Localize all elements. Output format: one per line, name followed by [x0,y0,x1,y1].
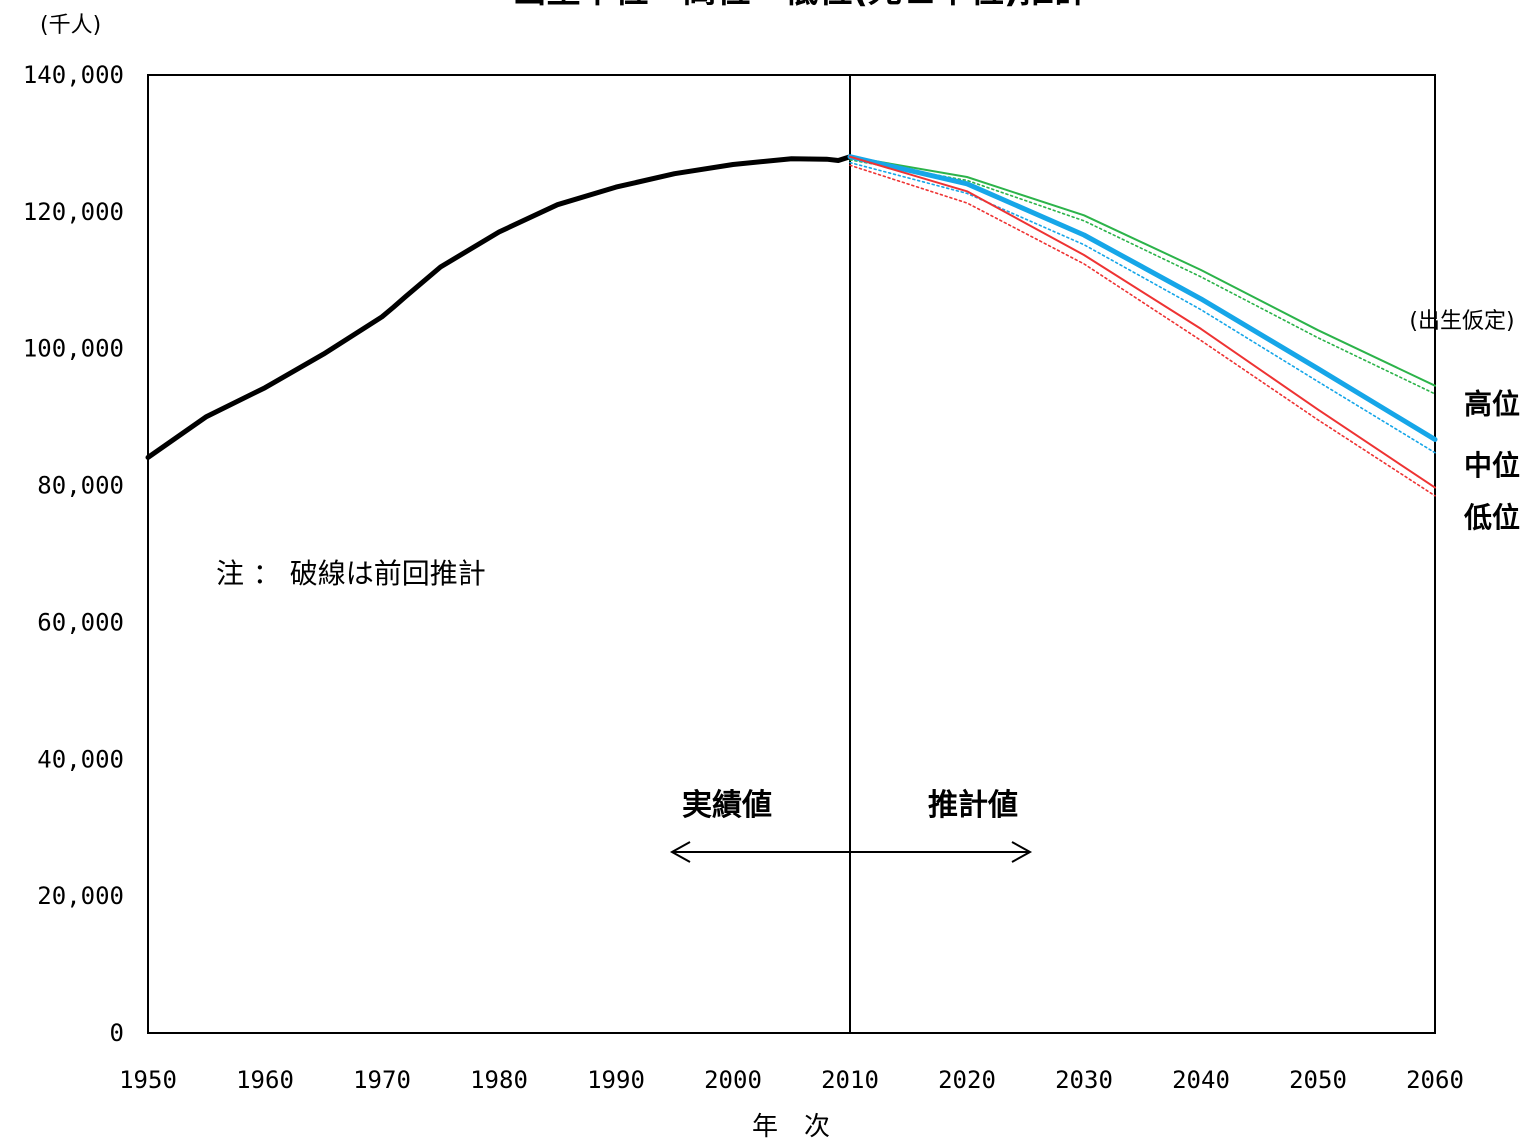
series-line-previous-16a6e8 [849,161,1436,454]
period-arrow [669,841,1033,863]
y-tick-label: 40,000 [37,745,124,773]
x-tick-label: 2050 [1289,1066,1347,1094]
chart-title: 出生中位・高位・低位(死亡中位)推計 [512,0,1087,11]
x-tick-label: 2010 [821,1066,879,1094]
series-line-previous-2cb34a [849,159,1436,395]
x-tick-label: 1960 [236,1066,294,1094]
projection-label: 推計値 [928,788,1018,823]
x-tick-label: 2000 [704,1066,762,1094]
x-axis-label: 年 次 [752,1112,830,1140]
x-tick-label: 2040 [1172,1066,1230,1094]
y-tick-label: 80,000 [37,472,124,500]
y-axis-ticks: 0 20,000 40,000 60,000 80,000 100,000 120,000 1… [23,61,124,1047]
y-tick-label: 0 [110,1019,124,1047]
series-line-actual [145,154,853,460]
x-tick-label: 2030 [1055,1066,1113,1094]
actual-label: 実績値 [682,788,772,823]
x-tick-label: 1990 [587,1066,645,1094]
plot-area [147,74,1436,1034]
series-line-previous-ee3333 [849,164,1436,497]
series-line-ee3333 [849,155,1436,489]
series-end-label: 中位 [1464,449,1520,482]
x-tick-label: 2020 [938,1066,996,1094]
legend-title: (出生仮定) [1409,309,1514,334]
series-line-2cb34a [849,155,1436,387]
y-tick-label: 60,000 [37,608,124,636]
y-tick-label: 20,000 [37,882,124,910]
y-tick-label: 120,000 [23,198,124,226]
x-tick-label: 1980 [470,1066,528,1094]
y-tick-label: 140,000 [23,61,124,89]
series-end-label: 低位 [1463,501,1520,534]
note-text: 注 ： 破線は前回推計 [216,557,486,590]
x-tick-label: 1950 [119,1066,177,1094]
x-tick-label: 2060 [1406,1066,1464,1094]
x-tick-label: 1970 [353,1066,411,1094]
x-axis-ticks: 1950 1960 1970 1980 1990 2000 2010 2020 2030 2040… [119,1066,1464,1094]
y-axis-unit: (千人) [40,13,101,38]
series-end-label: 高位 [1464,387,1520,420]
series-line-16a6e8 [847,154,1438,442]
y-tick-label: 100,000 [23,335,124,363]
series-lines [145,154,1438,497]
